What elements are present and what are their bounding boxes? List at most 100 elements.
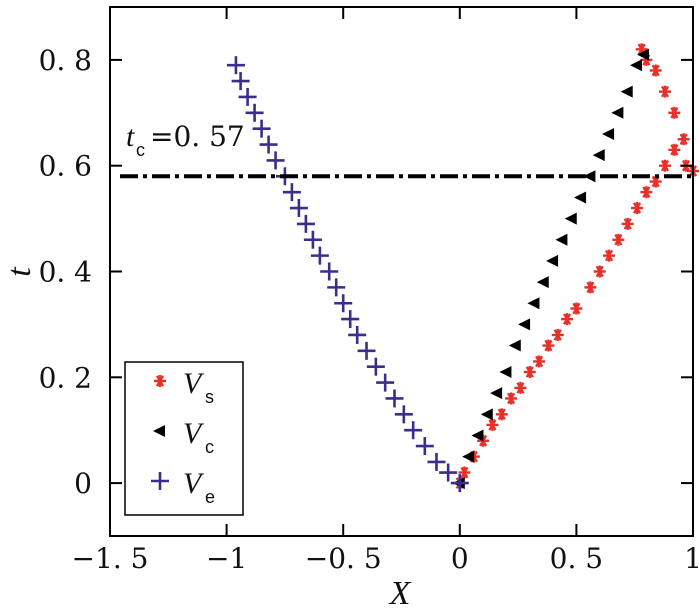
plot-area [226, 43, 699, 493]
data-point-c [508, 339, 521, 352]
data-point-s [458, 466, 471, 479]
x-tick-label: −0. 5 [305, 542, 382, 575]
data-point-e [334, 294, 353, 313]
data-point-e [252, 119, 271, 138]
legend-label-subscript: c [205, 437, 214, 457]
data-point-s [523, 366, 536, 379]
tc-label-subscript: c [136, 140, 145, 160]
data-point-c [462, 450, 475, 463]
x-tick-label: −1. 5 [72, 542, 149, 575]
legend-label: V [183, 417, 205, 450]
legend-marker-c [153, 425, 165, 437]
data-point-s [677, 133, 690, 146]
data-point-e [450, 474, 469, 493]
legend-marker-e [151, 472, 169, 490]
data-point-c [620, 85, 633, 98]
data-point-s [668, 106, 681, 119]
data-point-s [649, 64, 662, 77]
data-point-e [231, 72, 250, 91]
data-point-c [527, 297, 540, 310]
data-point-s [570, 302, 583, 315]
data-point-c [574, 191, 587, 204]
data-point-e [310, 246, 329, 265]
data-point-c [490, 387, 503, 400]
legend-marker-s [154, 375, 166, 387]
legend-box [124, 361, 244, 516]
y-tick-label: 0. 8 [39, 44, 92, 77]
data-point-e [259, 135, 278, 154]
legend-label: V [183, 367, 205, 400]
x-tick-label: 0 [451, 542, 469, 575]
data-point-e [289, 199, 308, 218]
data-point-e [282, 183, 301, 202]
axes: −1. 5 −1 −0. 5 0 0. 5 1 0 0. 2 0. 4 0. 6 0. 8 Xt [1, 6, 700, 612]
data-point-c [555, 233, 568, 246]
x-tick-label: −1 [206, 542, 247, 575]
data-point-e [348, 325, 367, 344]
data-point-c [471, 429, 484, 442]
y-axis-title: t [1, 266, 38, 277]
data-point-e [238, 87, 257, 106]
data-point-c [546, 254, 559, 267]
data-point-c [480, 408, 493, 421]
data-point-e [439, 463, 458, 482]
series-s [453, 43, 699, 490]
data-point-s [593, 265, 606, 278]
annotation: t c =0. 57 [120, 120, 693, 179]
data-point-s [514, 381, 527, 394]
data-point-s [612, 233, 625, 246]
series-e [226, 56, 469, 493]
data-point-s [505, 392, 518, 405]
data-point-e [266, 151, 285, 170]
data-point-e [296, 214, 315, 233]
data-point-e [376, 373, 395, 392]
data-point-s [495, 408, 508, 421]
y-tick-label: 0. 6 [39, 150, 92, 183]
x-axis-title: X [388, 575, 412, 612]
data-point-e [357, 341, 376, 360]
data-point-e [327, 278, 346, 297]
data-point-s [561, 313, 574, 326]
data-point-c [602, 127, 615, 140]
data-point-s [603, 249, 616, 262]
legend-label-subscript: s [205, 387, 214, 407]
tc-label-value: =0. 57 [150, 120, 245, 153]
data-point-e [245, 103, 264, 122]
data-point-e [394, 405, 413, 424]
data-point-s [551, 328, 564, 341]
data-point-c [637, 48, 650, 61]
data-point-e [341, 310, 360, 329]
x-tick-label: 1 [684, 542, 700, 575]
y-tick-label: 0. 4 [39, 256, 92, 289]
tc-label: t [126, 120, 135, 153]
data-point-c [518, 318, 531, 331]
data-point-s [659, 85, 672, 98]
data-point-e [366, 357, 385, 376]
data-point-c [611, 106, 624, 119]
y-tick-label: 0. 2 [39, 361, 92, 394]
data-point-e [226, 56, 245, 75]
data-point-e [427, 452, 446, 471]
data-point-s [668, 143, 681, 156]
data-point-e [303, 230, 322, 249]
data-point-c [592, 149, 605, 162]
data-point-c [499, 366, 512, 379]
legend-label-subscript: e [205, 487, 215, 507]
data-point-c [536, 276, 549, 289]
series-c [452, 48, 650, 490]
data-point-s [584, 281, 597, 294]
data-point-s [542, 339, 555, 352]
data-point-s [659, 159, 672, 172]
x-tick-label: 0. 5 [550, 542, 603, 575]
data-point-s [533, 355, 546, 368]
data-point-e [320, 262, 339, 281]
data-point-s [631, 202, 644, 215]
data-point-e [385, 389, 404, 408]
data-point-e [404, 421, 423, 440]
data-point-c [630, 59, 643, 72]
